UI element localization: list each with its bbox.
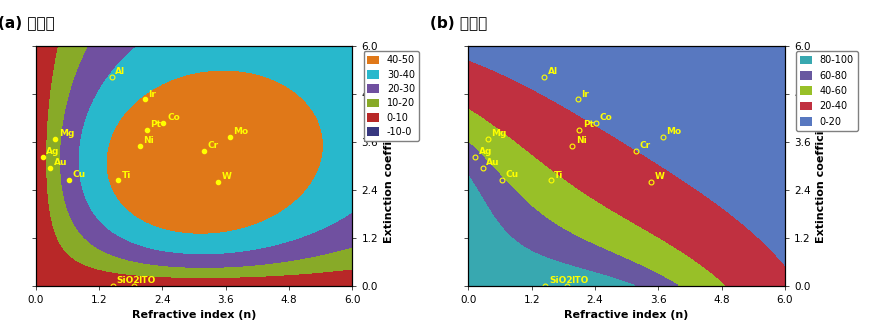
Text: Ti: Ti <box>554 171 564 180</box>
Text: Ag: Ag <box>479 147 492 156</box>
Text: Pt: Pt <box>150 121 161 129</box>
Text: SiO2: SiO2 <box>117 276 140 285</box>
Text: Au: Au <box>486 158 500 167</box>
X-axis label: Refractive index (n): Refractive index (n) <box>565 310 689 320</box>
Text: Cu: Cu <box>72 170 86 179</box>
Text: ITO: ITO <box>571 276 588 285</box>
Text: Mg: Mg <box>491 129 507 138</box>
Text: Ag: Ag <box>46 147 60 156</box>
Text: Al: Al <box>548 67 558 76</box>
Text: Pt: Pt <box>582 121 594 129</box>
Text: ITO: ITO <box>138 276 155 285</box>
Text: (a) 흡수도: (a) 흡수도 <box>0 15 54 30</box>
Text: Mo: Mo <box>666 127 681 136</box>
Text: Cr: Cr <box>207 141 219 150</box>
Y-axis label: Extinction coefficient (k): Extinction coefficient (k) <box>384 89 393 243</box>
Text: Au: Au <box>54 158 67 167</box>
Text: Cr: Cr <box>640 141 651 150</box>
Text: Co: Co <box>167 113 180 122</box>
Text: Ti: Ti <box>121 171 131 180</box>
Legend: 80-100, 60-80, 40-60, 20-40, 0-20: 80-100, 60-80, 40-60, 20-40, 0-20 <box>797 51 857 130</box>
Text: Mg: Mg <box>59 129 74 138</box>
Text: (b) 투과도: (b) 투과도 <box>430 15 488 30</box>
Text: Ni: Ni <box>576 136 587 145</box>
Text: Al: Al <box>115 67 126 76</box>
Text: W: W <box>655 172 665 181</box>
Legend: 40-50, 30-40, 20-30, 10-20, 0-10, -10-0: 40-50, 30-40, 20-30, 10-20, 0-10, -10-0 <box>364 51 419 141</box>
Text: Cu: Cu <box>505 170 518 179</box>
Text: Ir: Ir <box>582 90 589 99</box>
Text: W: W <box>222 172 232 181</box>
Y-axis label: Extinction coefficient (k): Extinction coefficient (k) <box>816 89 826 243</box>
Text: SiO2: SiO2 <box>549 276 573 285</box>
Text: Mo: Mo <box>234 127 249 136</box>
Text: Co: Co <box>599 113 613 122</box>
Text: Ni: Ni <box>144 136 154 145</box>
X-axis label: Refractive index (n): Refractive index (n) <box>132 310 256 320</box>
Text: Ir: Ir <box>149 90 156 99</box>
